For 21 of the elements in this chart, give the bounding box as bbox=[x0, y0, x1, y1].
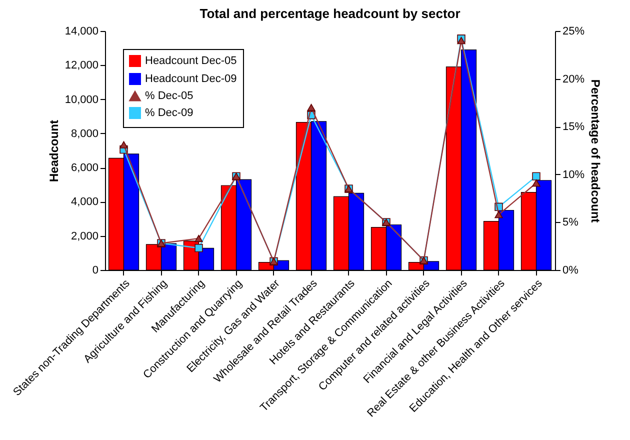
y2-tick-label: 5% bbox=[562, 216, 579, 229]
legend-label: Headcount Dec-09 bbox=[145, 73, 237, 85]
y-axis-title: Headcount bbox=[46, 120, 61, 182]
y2-tick-label: 15% bbox=[562, 121, 585, 134]
chart-title: Total and percentage headcount by sector bbox=[200, 6, 460, 21]
y-tick-label: 0 bbox=[92, 264, 98, 276]
legend-label: % Dec-05 bbox=[145, 90, 194, 102]
y2-axis-title: Percentage of headcount bbox=[588, 79, 603, 223]
y-tick-label: 6,000 bbox=[70, 162, 98, 174]
y2-tick-label: 20% bbox=[562, 73, 585, 86]
y-tick-label: 14,000 bbox=[64, 26, 98, 38]
y2-tick-label: 0% bbox=[562, 264, 579, 276]
y2-tick-label: 10% bbox=[562, 168, 585, 181]
y-tick-label: 8,000 bbox=[70, 128, 98, 140]
y-tick-label: 2,000 bbox=[70, 230, 98, 242]
y-tick-label: 10,000 bbox=[64, 94, 98, 106]
legend-label: % Dec-09 bbox=[145, 107, 194, 119]
y2-tick-label: 25% bbox=[562, 26, 585, 38]
legend-label: Headcount Dec-05 bbox=[145, 55, 237, 67]
y-tick-label: 4,000 bbox=[70, 196, 98, 208]
y-tick-label: 12,000 bbox=[64, 60, 98, 72]
